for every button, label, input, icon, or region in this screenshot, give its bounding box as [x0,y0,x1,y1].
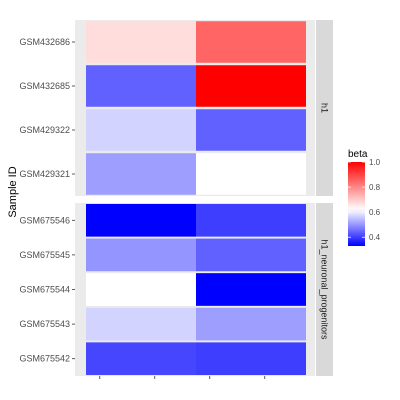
heatmap-cell [86,273,196,306]
heatmap-cell [86,65,196,107]
facet-strip [316,203,333,376]
y-tick-label: GSM429321 [19,169,70,179]
heatmap-cell [86,21,196,63]
facet-strip-label: h1 [320,103,330,113]
heatmap-cell [196,153,306,195]
x-axis-ticks [99,376,266,379]
heatmap-cell [196,307,306,341]
legend-tick-label: 0.6 [369,208,381,217]
heatmap-cell [86,109,196,151]
y-tick-label: GSM675546 [19,215,70,225]
heatmap-cell [196,65,306,107]
facet-panels: GSM432686GSM432685GSM429322GSM429321h1GS… [19,20,333,376]
facet-strip-label: h1_neuronal_progenitors [320,239,330,340]
facet-panel: GSM675546 GSM675545 GSM675544 GSM675543 GSM6… [19,203,333,376]
heatmap-cell [86,238,196,272]
heatmap-cell [196,109,306,151]
y-tick-label: GSM675542 [19,354,70,364]
heatmap-cell [86,342,196,376]
legend-colorbar [348,162,365,246]
y-tick-label: GSM675543 [19,319,70,329]
facet-strip [316,20,333,196]
heatmap-cell [86,153,196,195]
heatmap-cell [86,203,196,237]
y-axis-title: Sample ID [7,166,19,217]
legend-title: beta [348,149,368,160]
facet-panel: GSM432686 GSM432685 GSM429322 GSM429321 h1 [19,20,333,196]
legend-ticks: 0.4 0.6 0.8 1.0 [348,158,381,242]
y-tick-label: GSM432685 [19,81,70,91]
heatmap-cell [196,342,306,376]
legend-tick-label: 0.8 [369,183,381,192]
y-tick-label: GSM675544 [19,285,70,295]
legend: beta 0.4 0.6 0.8 1.0 [348,149,381,246]
y-tick-label: GSM432686 [19,37,70,47]
heatmap-cell [196,238,306,272]
heatmap-cell [196,273,306,306]
y-tick-label: GSM429322 [19,125,70,135]
legend-tick-label: 1.0 [369,158,381,167]
legend-tick-label: 0.4 [369,233,381,242]
heatmap-cell [196,203,306,237]
heatmap-cell [86,307,196,341]
y-tick-label: GSM675545 [19,250,70,260]
heatmap-cell [196,21,306,63]
